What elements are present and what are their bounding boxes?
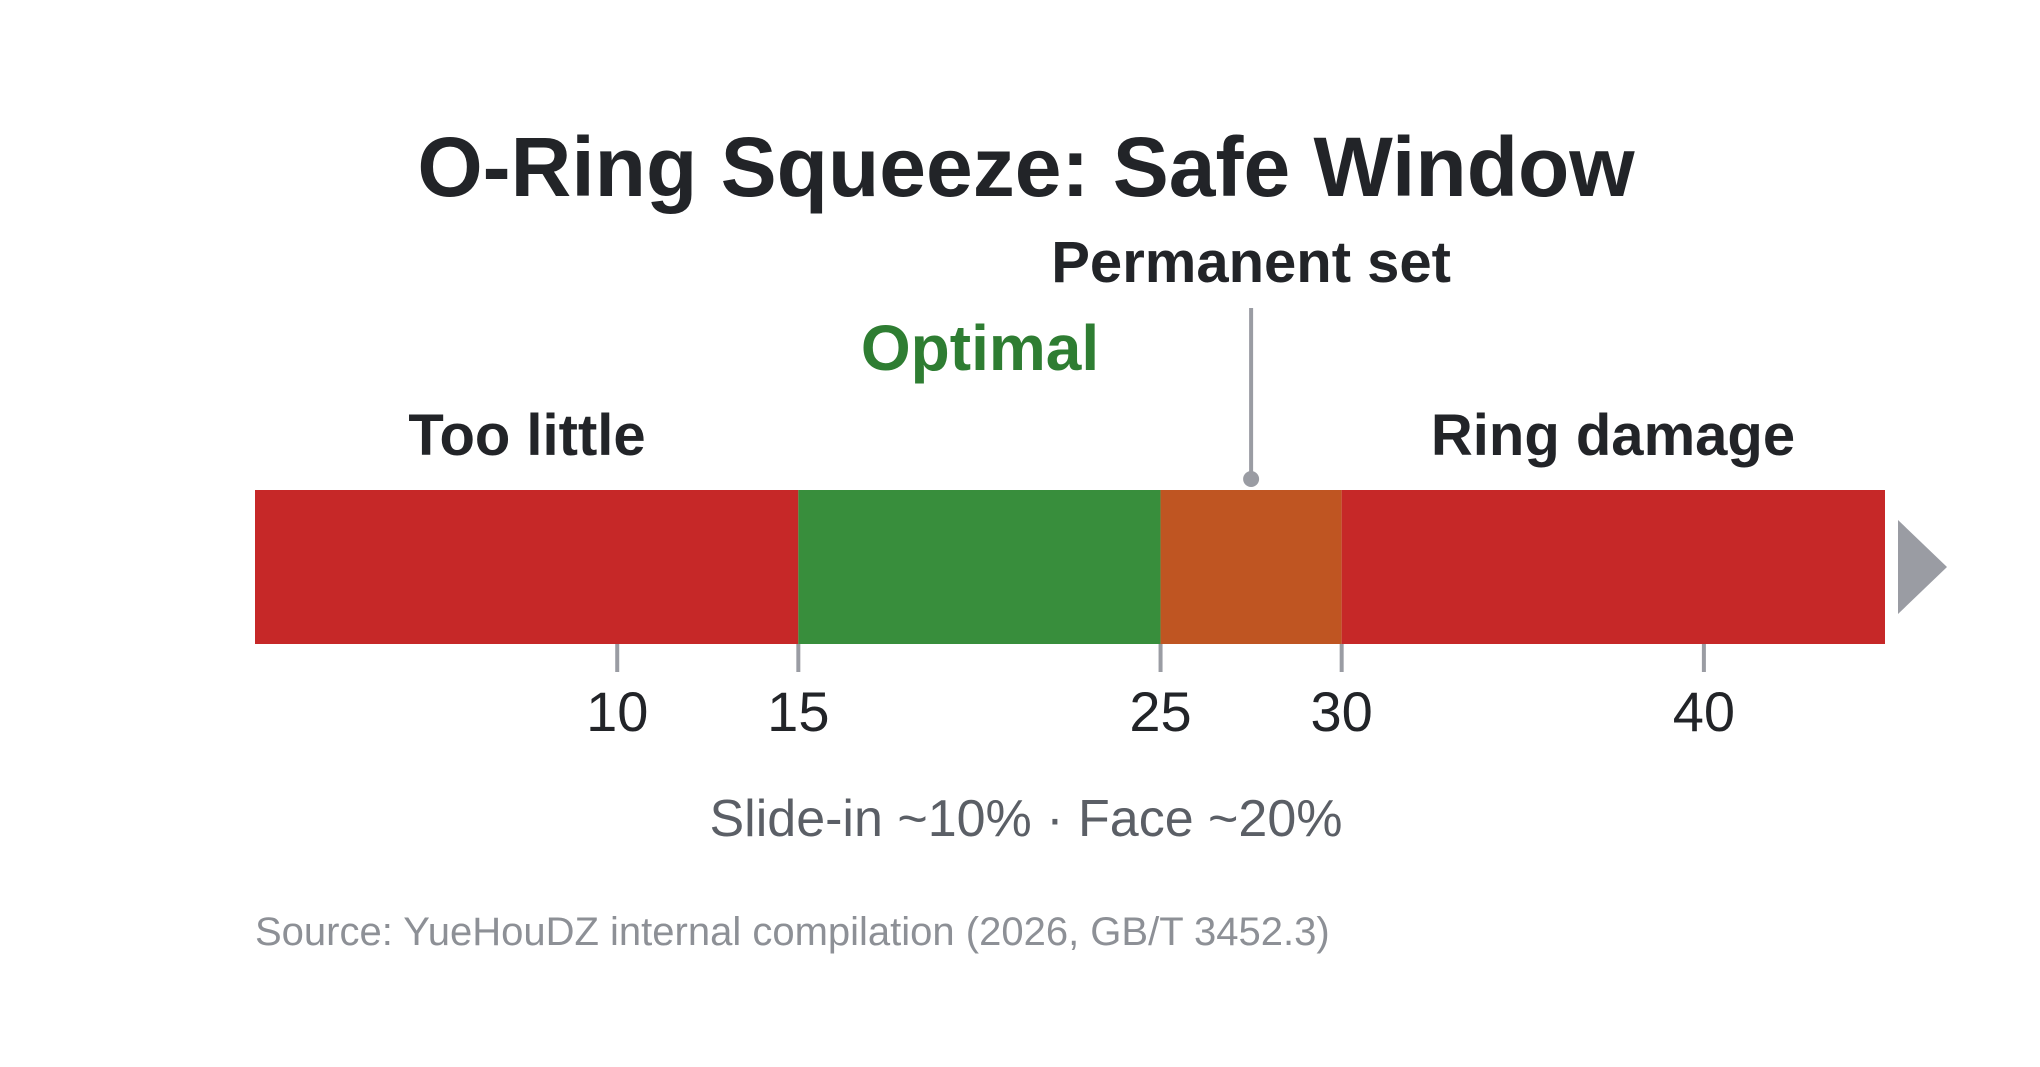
zone-label-optimal: Optimal [861, 312, 1099, 384]
diagram-title: O-Ring Squeeze: Safe Window [417, 120, 1635, 214]
zone-label-too-little: Too little [408, 403, 645, 468]
permanent-set-callout: Permanent set [1051, 230, 1451, 487]
source-note: Source: YueHouDZ internal compilation (2… [255, 910, 1330, 954]
axis-arrow-icon [1898, 520, 1947, 614]
callout-dot [1243, 471, 1260, 487]
scale-segment-1 [255, 490, 799, 644]
scale-segment-2 [798, 490, 1161, 644]
tick-label-40: 40 [1673, 680, 1735, 743]
squeeze-note: Slide-in ~10% · Face ~20% [709, 790, 1342, 848]
tick-label-15: 15 [767, 680, 829, 743]
tick-label-25: 25 [1129, 680, 1191, 743]
scale-segment-4 [1341, 490, 1885, 644]
zone-label-ring-damage: Ring damage [1431, 403, 1795, 468]
callout-label: Permanent set [1051, 230, 1451, 295]
axis-ticks: 10 15 25 30 40 [586, 644, 1735, 743]
tick-label-30: 30 [1311, 680, 1373, 743]
squeeze-scale-bar [255, 490, 1885, 644]
tick-label-10: 10 [586, 680, 648, 743]
scale-segment-3 [1160, 490, 1342, 644]
